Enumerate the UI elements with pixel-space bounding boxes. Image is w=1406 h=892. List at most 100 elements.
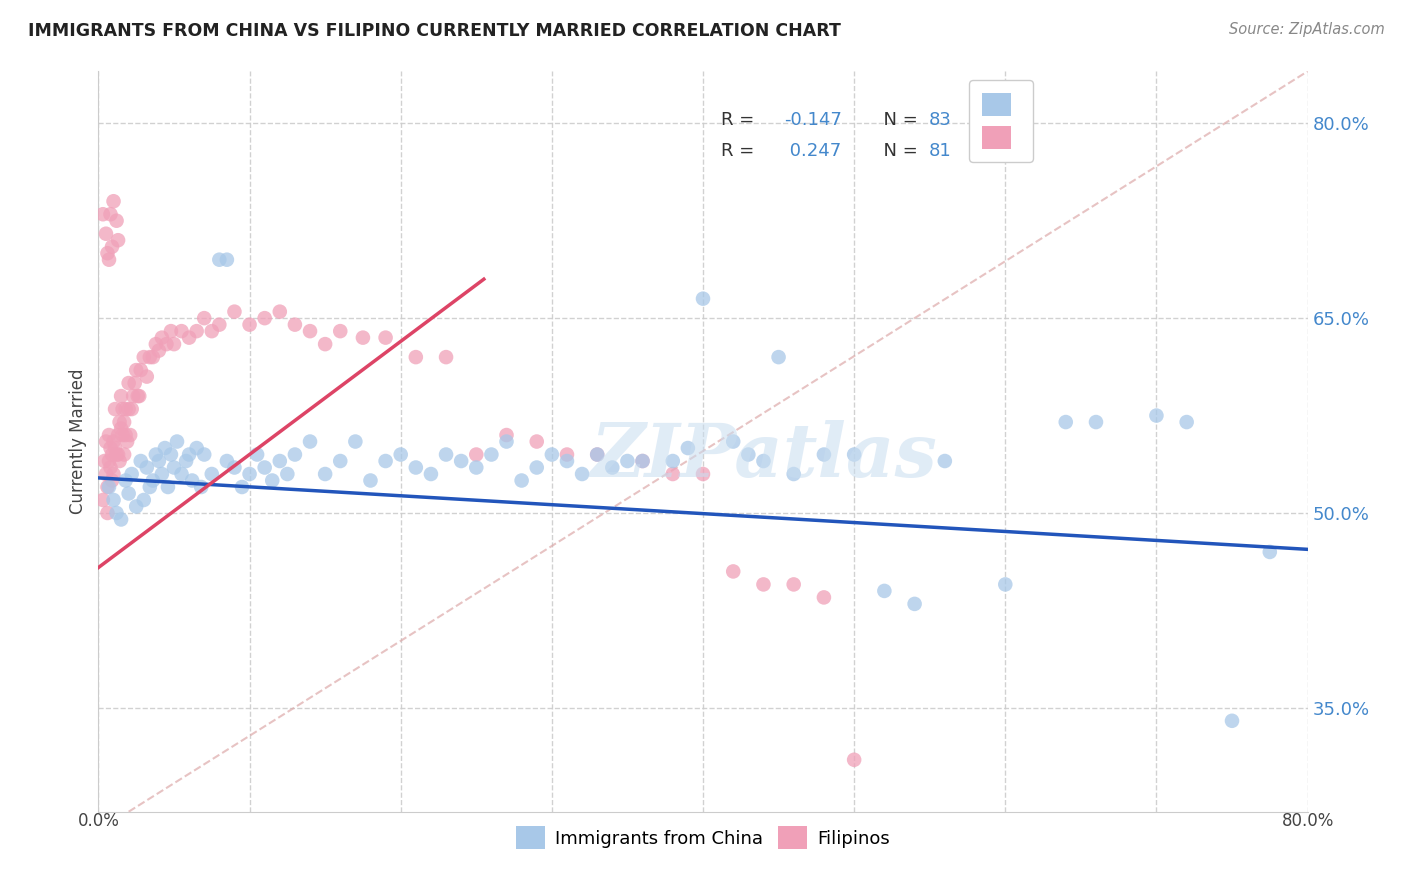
Point (98, 480, 121, 494)
Point (163, 460, 186, 475)
Point (314, 467, 336, 481)
Point (692, 292, 714, 306)
Point (132, 350, 155, 364)
Point (160, 324, 183, 338)
Point (405, 350, 427, 364)
Point (269, 304, 291, 318)
Text: IMMIGRANTS FROM CHINA VS FILIPINO CURRENTLY MARRIED CORRELATION CHART: IMMIGRANTS FROM CHINA VS FILIPINO CURREN… (28, 22, 841, 40)
Point (110, 421, 132, 435)
Point (299, 324, 322, 338)
Point (481, 448, 503, 462)
Point (107, 428, 129, 442)
Point (262, 474, 284, 488)
Point (101, 448, 124, 462)
Point (253, 311, 276, 326)
Text: 81: 81 (929, 142, 952, 160)
Point (602, 460, 624, 475)
Point (153, 441, 176, 455)
Point (103, 194, 125, 209)
Point (723, 434, 745, 449)
Point (616, 454, 638, 468)
Point (904, 597, 927, 611)
Point (495, 434, 517, 449)
Point (215, 454, 238, 468)
Point (105, 448, 128, 462)
Point (450, 454, 472, 468)
Point (105, 213, 128, 227)
Point (208, 252, 231, 267)
Point (142, 350, 165, 364)
Point (112, 448, 135, 462)
Point (129, 363, 152, 377)
Point (96, 246, 118, 260)
Point (105, 506, 128, 520)
Point (571, 467, 593, 481)
Point (145, 337, 167, 351)
Point (108, 415, 131, 429)
Text: 0.0%: 0.0% (77, 812, 120, 830)
Point (96, 480, 118, 494)
Point (160, 448, 183, 462)
Point (737, 448, 759, 462)
Point (107, 233, 129, 247)
Point (91, 207, 114, 221)
Point (124, 376, 146, 390)
Point (94, 467, 117, 481)
Point (253, 460, 276, 475)
Point (186, 441, 208, 455)
Point (127, 389, 149, 403)
Text: ZIPatlas: ZIPatlas (591, 420, 936, 492)
Point (114, 474, 136, 488)
Point (115, 434, 138, 449)
Point (239, 318, 262, 332)
Point (94, 434, 117, 449)
Point (142, 474, 165, 488)
Point (374, 454, 396, 468)
Point (114, 402, 136, 417)
Text: R =: R = (721, 112, 761, 129)
Point (284, 448, 307, 462)
Point (98, 454, 121, 468)
Point (148, 343, 170, 358)
Point (93, 454, 115, 468)
Point (231, 480, 253, 494)
Text: Source: ZipAtlas.com: Source: ZipAtlas.com (1229, 22, 1385, 37)
Point (555, 448, 578, 462)
Point (110, 512, 132, 526)
Point (692, 467, 714, 481)
Point (139, 350, 162, 364)
Point (155, 337, 177, 351)
Text: -0.147: -0.147 (785, 112, 842, 129)
Point (193, 448, 215, 462)
Point (179, 331, 201, 345)
Point (873, 583, 896, 598)
Point (1175, 415, 1198, 429)
Point (103, 493, 125, 508)
Point (1220, 714, 1243, 728)
Point (631, 454, 654, 468)
Point (190, 480, 212, 494)
Point (100, 441, 122, 455)
Point (844, 448, 866, 462)
Text: 80.0%: 80.0% (1281, 812, 1334, 830)
Point (586, 448, 609, 462)
Point (163, 337, 186, 351)
Point (101, 474, 124, 488)
Point (329, 324, 352, 338)
Point (94, 227, 117, 241)
Point (723, 565, 745, 579)
Point (91, 493, 114, 508)
Point (110, 389, 132, 403)
Point (434, 448, 457, 462)
Point (239, 467, 262, 481)
Point (276, 467, 298, 481)
Point (465, 460, 488, 475)
Point (284, 318, 307, 332)
Point (1258, 545, 1281, 559)
Point (111, 402, 134, 417)
Point (145, 448, 167, 462)
Point (586, 448, 609, 462)
Point (269, 454, 291, 468)
Point (174, 454, 197, 468)
Point (101, 240, 124, 254)
